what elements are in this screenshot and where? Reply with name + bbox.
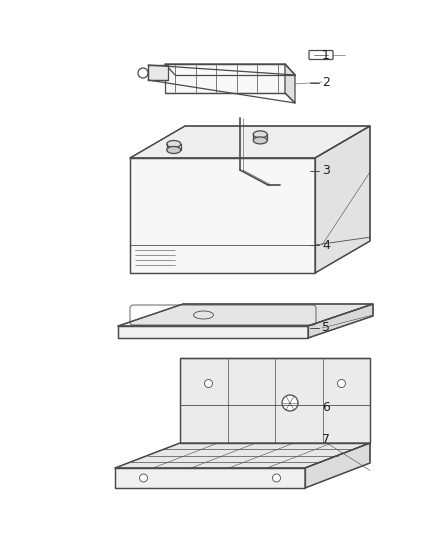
Polygon shape (130, 158, 315, 273)
Circle shape (272, 474, 280, 482)
Ellipse shape (253, 131, 267, 138)
Polygon shape (308, 304, 373, 338)
Circle shape (138, 68, 148, 78)
Text: 2: 2 (322, 76, 330, 89)
Text: 1: 1 (322, 50, 330, 62)
Polygon shape (165, 64, 295, 75)
Circle shape (282, 395, 298, 411)
Ellipse shape (253, 137, 267, 144)
Polygon shape (148, 65, 168, 80)
Polygon shape (285, 64, 295, 103)
Polygon shape (130, 126, 370, 158)
Text: 4: 4 (322, 239, 330, 252)
Circle shape (338, 379, 346, 387)
Text: 7: 7 (322, 433, 330, 446)
Text: 5: 5 (322, 321, 330, 334)
FancyBboxPatch shape (309, 51, 333, 60)
Polygon shape (315, 126, 370, 273)
Polygon shape (180, 358, 370, 443)
Polygon shape (115, 443, 370, 468)
Circle shape (205, 379, 212, 387)
Polygon shape (165, 64, 285, 93)
Polygon shape (118, 304, 373, 326)
Polygon shape (118, 326, 308, 338)
Ellipse shape (167, 141, 181, 148)
Text: 6: 6 (322, 401, 330, 414)
Polygon shape (305, 443, 370, 488)
Polygon shape (115, 468, 305, 488)
Circle shape (139, 474, 148, 482)
Ellipse shape (167, 147, 181, 154)
Text: 3: 3 (322, 164, 330, 177)
